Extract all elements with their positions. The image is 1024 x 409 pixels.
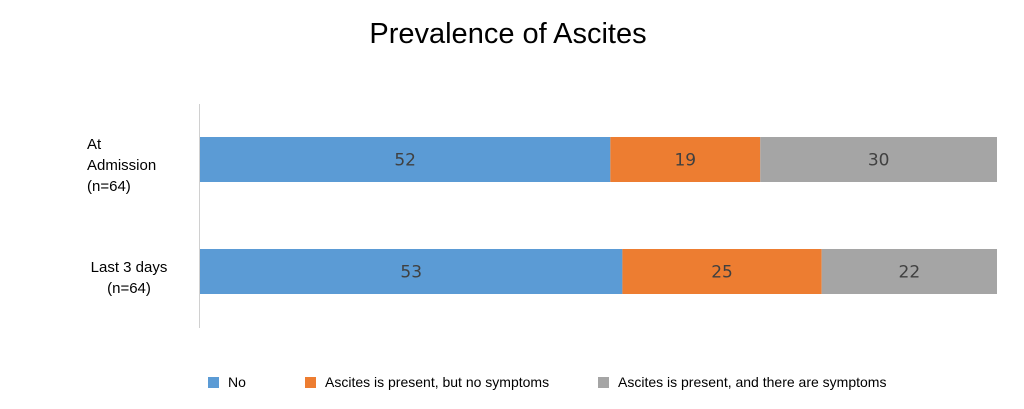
legend-swatch-1 — [305, 377, 316, 388]
category-label-0-0: At — [87, 136, 102, 153]
legend-label-0: No — [228, 374, 246, 390]
legend-label-2: Ascites is present, and there are sympto… — [618, 374, 886, 390]
category-label-0-2: (n=64) — [87, 178, 131, 195]
legend-label-1: Ascites is present, but no symptoms — [325, 374, 549, 390]
category-label-1-1: (n=64) — [107, 280, 151, 297]
data-label-0-2: 30 — [868, 151, 890, 171]
legend-swatch-0 — [208, 377, 219, 388]
bar-segment-1-2 — [821, 249, 997, 294]
bar-segment-0-2 — [760, 137, 997, 182]
category-label-0-1: Admission — [87, 157, 156, 174]
data-label-1-0: 53 — [400, 263, 422, 283]
bars-group: 52 19 30 53 25 22 — [200, 137, 997, 294]
data-label-0-1: 19 — [674, 151, 696, 171]
data-label-0-0: 52 — [394, 151, 416, 171]
data-label-1-2: 22 — [899, 263, 921, 283]
legend-swatch-2 — [598, 377, 609, 388]
bar-segment-0-0 — [200, 137, 611, 182]
legend: No Ascites is present, but no symptoms Asc… — [208, 374, 886, 390]
category-labels: At Admission (n=64) Last 3 days (n=64) — [87, 136, 167, 297]
data-label-1-1: 25 — [711, 263, 733, 283]
chart-title: Prevalence of Ascites — [369, 18, 646, 50]
category-label-1-0: Last 3 days — [91, 259, 168, 276]
bar-segment-1-0 — [200, 249, 623, 294]
bar-segment-1-1 — [622, 249, 822, 294]
bar-segment-0-1 — [610, 137, 761, 182]
